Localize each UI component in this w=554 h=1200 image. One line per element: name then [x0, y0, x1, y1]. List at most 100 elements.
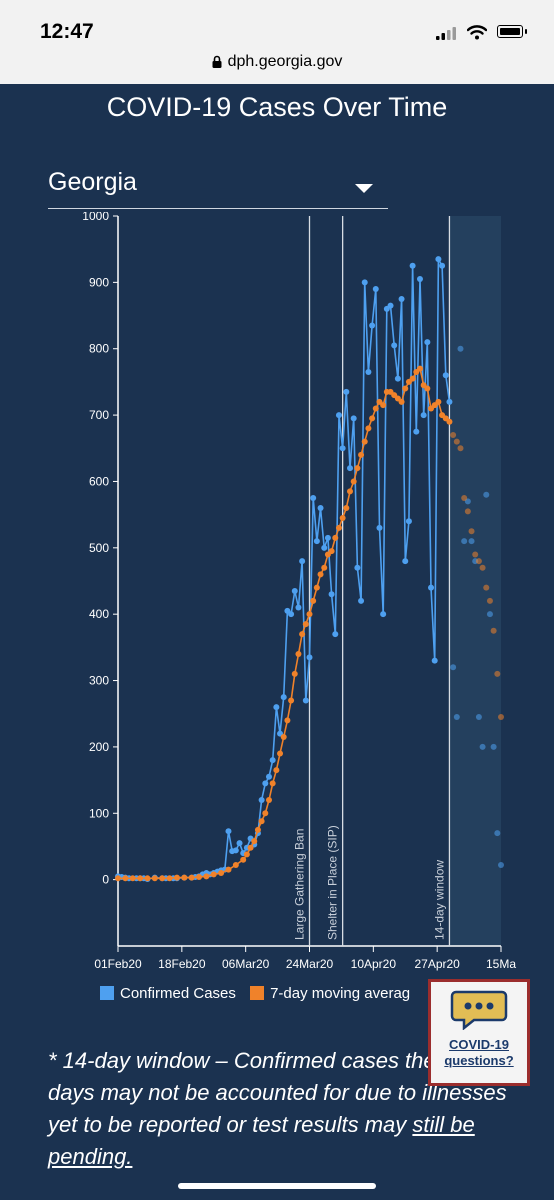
home-indicator	[178, 1183, 376, 1189]
moving-avg-point	[369, 415, 376, 422]
moving-avg-point	[479, 564, 486, 571]
x-tick-label: 06Mar20	[222, 957, 270, 971]
url-bar[interactable]: dph.georgia.gov	[0, 53, 554, 71]
legend-moving-avg-swatch	[250, 986, 265, 1000]
confirmed-point	[372, 286, 379, 292]
legend-confirmed-label: Confirmed Cases	[120, 985, 236, 1002]
confirmed-point	[232, 847, 239, 854]
confirmed-point	[332, 631, 339, 638]
confirmed-point	[358, 597, 365, 604]
moving-avg-point	[494, 670, 501, 677]
x-tick-label: 18Feb20	[158, 957, 206, 971]
chevron-down-icon[interactable]	[355, 184, 373, 193]
confirmed-point	[361, 279, 368, 286]
moving-avg-point	[416, 365, 423, 372]
legend-moving-avg[interactable]: 7-day moving averag	[250, 985, 410, 1002]
y-tick-label: 700	[89, 408, 109, 422]
y-tick-label: 500	[89, 541, 109, 555]
legend-confirmed[interactable]: Confirmed Cases	[100, 985, 236, 1002]
moving-avg-point	[280, 733, 287, 740]
moving-avg-point	[461, 495, 468, 502]
confirmed-point	[479, 743, 486, 750]
moving-avg-point	[273, 767, 280, 774]
moving-avg-point	[483, 584, 490, 591]
y-tick-label: 1000	[82, 212, 109, 223]
moving-avg-point	[129, 875, 136, 882]
moving-avg-point	[402, 385, 409, 392]
x-tick-label: 27Apr20	[414, 957, 460, 971]
window-shade	[449, 216, 501, 946]
legend-confirmed-swatch	[100, 986, 114, 1000]
moving-avg-point	[343, 505, 350, 511]
moving-avg-point	[453, 438, 460, 445]
chat-bubble-icon	[450, 990, 508, 1031]
moving-avg-point	[457, 445, 464, 452]
moving-avg-point	[339, 514, 346, 521]
confirmed-point	[265, 773, 272, 780]
moving-avg-point	[225, 866, 232, 873]
moving-avg-point	[159, 875, 166, 882]
moving-avg-point	[243, 851, 250, 858]
moving-avg-line	[118, 367, 450, 880]
cellular-signal-icon	[436, 27, 456, 40]
moving-avg-point	[365, 425, 372, 432]
covid-questions-widget[interactable]: COVID-19 questions?	[428, 979, 530, 1086]
confirmed-point	[295, 604, 302, 611]
moving-avg-point	[347, 488, 354, 495]
moving-avg-point	[210, 871, 217, 878]
y-tick-label: 800	[89, 342, 109, 356]
battery-icon	[497, 25, 527, 38]
confirmed-point	[347, 465, 354, 472]
confirmed-point	[461, 538, 468, 545]
confirmed-point	[498, 862, 504, 869]
confirmed-point	[262, 780, 269, 787]
moving-avg-point	[498, 714, 504, 721]
moving-avg-point	[354, 465, 361, 472]
chart-legend: Confirmed Cases 7-day moving averag	[100, 985, 420, 1002]
moving-avg-point	[288, 697, 295, 704]
confirmed-point	[450, 664, 457, 671]
confirmed-point	[306, 654, 313, 661]
confirmed-point	[317, 505, 324, 511]
confirmed-point	[299, 558, 306, 565]
y-tick-label: 200	[89, 740, 109, 754]
moving-avg-point	[232, 862, 239, 869]
moving-avg-point	[218, 870, 225, 876]
moving-avg-point	[115, 875, 121, 882]
moving-avg-point	[166, 875, 173, 882]
moving-avg-point	[409, 375, 416, 382]
confirmed-point	[409, 262, 416, 269]
moving-avg-point	[196, 873, 203, 880]
moving-avg-point	[380, 402, 387, 409]
confirmed-point	[369, 322, 376, 329]
confirmed-point	[468, 538, 475, 545]
confirmed-point	[313, 538, 320, 545]
moving-avg-point	[137, 875, 144, 882]
confirmed-point	[225, 828, 232, 835]
moving-avg-point	[302, 621, 309, 628]
moving-avg-point	[328, 548, 335, 555]
lock-icon	[212, 55, 222, 68]
moving-avg-point	[181, 874, 188, 881]
confirmed-point	[439, 262, 446, 269]
confirmed-point	[365, 368, 372, 375]
confirmed-point	[302, 697, 309, 704]
region-select[interactable]: Georgia	[48, 168, 137, 196]
confirmed-point	[486, 611, 493, 618]
moving-avg-point	[277, 750, 284, 757]
confirmed-point	[394, 375, 401, 382]
moving-avg-point	[310, 597, 317, 604]
y-tick-label: 900	[89, 275, 109, 289]
moving-avg-point	[240, 856, 247, 863]
annotation-label: 14-day window	[432, 860, 446, 940]
moving-avg-point	[321, 564, 328, 571]
moving-avg-point	[258, 818, 265, 825]
moving-avg-point	[317, 571, 324, 578]
url-text: dph.georgia.gov	[227, 53, 343, 70]
moving-avg-point	[173, 874, 180, 881]
moving-avg-point	[313, 584, 320, 591]
confirmed-point	[387, 302, 394, 309]
moving-avg-point	[361, 438, 368, 445]
confirmed-point	[288, 611, 295, 618]
x-tick-label: 24Mar20	[286, 957, 334, 971]
